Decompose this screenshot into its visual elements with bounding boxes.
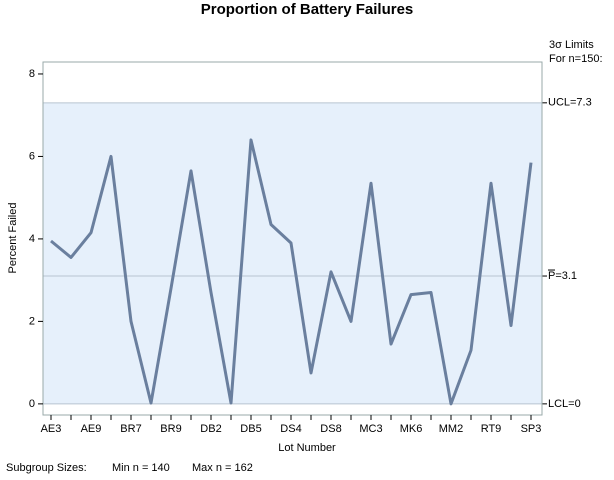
- x-tick-label: BR9: [160, 423, 181, 435]
- y-tick-label: 6: [29, 150, 35, 162]
- limits-heading: For n=150:: [549, 53, 603, 65]
- footer-text: Subgroup Sizes:: [6, 462, 87, 474]
- y-tick-label: 8: [29, 68, 35, 80]
- x-tick-label: AE3: [41, 423, 62, 435]
- x-tick-label: DS8: [320, 423, 341, 435]
- y-tick-label: 4: [29, 233, 35, 245]
- y-axis-label: Percent Failed: [7, 203, 19, 274]
- x-tick-label: MK6: [400, 423, 423, 435]
- footer-text: Min n = 140: [112, 462, 170, 474]
- limit-label: P=3.1: [548, 270, 577, 282]
- data-line: [50, 138, 533, 406]
- x-tick-label: BR7: [120, 423, 141, 435]
- x-tick-label: MM2: [439, 423, 463, 435]
- x-tick-label: MC3: [359, 423, 382, 435]
- limits-heading: 3σ Limits: [549, 39, 594, 51]
- x-tick-label: AE9: [81, 423, 102, 435]
- limit-label: UCL=7.3: [548, 97, 592, 109]
- x-tick-label: DB2: [200, 423, 221, 435]
- y-tick-label: 2: [29, 315, 35, 327]
- footer-text: Max n = 162: [192, 462, 253, 474]
- x-tick-label: DB5: [240, 423, 261, 435]
- x-axis-label: Lot Number: [278, 442, 336, 454]
- x-tick-label: DS4: [280, 423, 301, 435]
- x-tick-label: RT9: [481, 423, 502, 435]
- limit-label: LCL=0: [548, 398, 581, 410]
- y-tick-label: 0: [29, 398, 35, 410]
- x-tick-label: SP3: [521, 423, 542, 435]
- chart-title: Proportion of Battery Failures: [201, 1, 414, 18]
